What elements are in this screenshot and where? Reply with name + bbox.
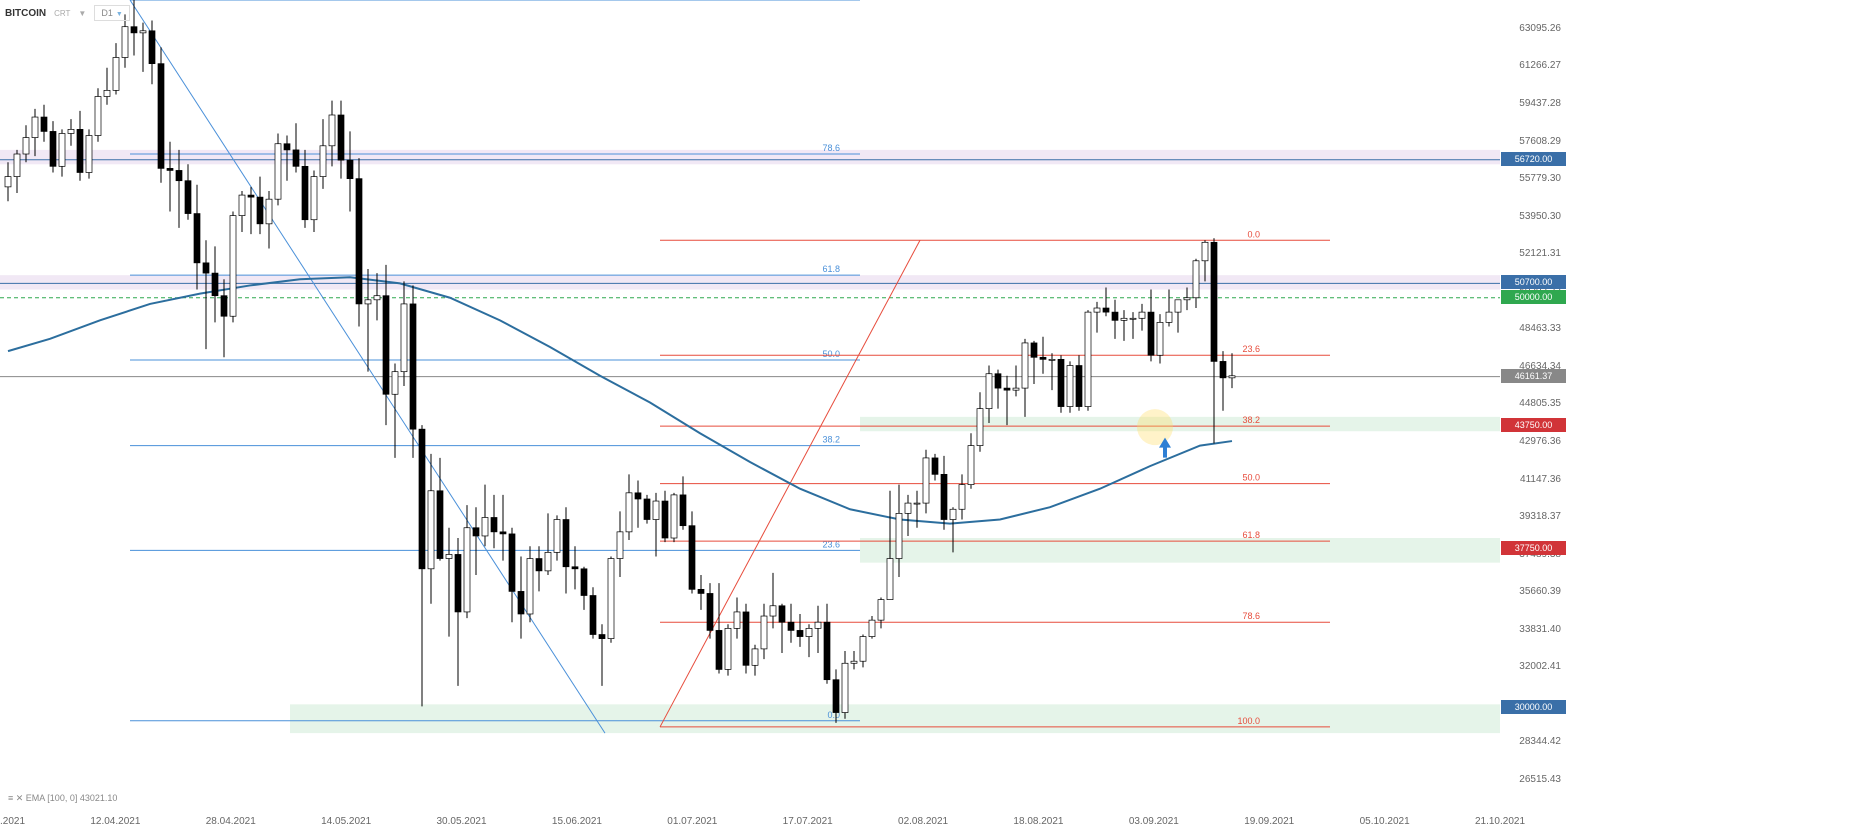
y-axis-label: 44805.35 — [1519, 398, 1561, 409]
y-axis: 63095.26 61266.27 59437.28 57608.29 55779.30… — [1496, 0, 1566, 780]
svg-text:50.0: 50.0 — [1242, 473, 1260, 483]
svg-text:23.6: 23.6 — [1242, 344, 1260, 354]
x-axis-label: 01.07.2021 — [667, 816, 717, 827]
y-axis-label: 26515.43 — [1519, 774, 1561, 785]
x-axis-label: 28.04.2021 — [206, 816, 256, 827]
svg-text:78.6: 78.6 — [822, 143, 840, 153]
timeframe-selector[interactable]: D1 — [94, 5, 129, 21]
symbol-label: BITCOIN — [5, 8, 46, 19]
price-tag: 50000.00 — [1501, 290, 1566, 304]
x-axis-label: 03.09.2021 — [1129, 816, 1179, 827]
svg-text:38.2: 38.2 — [822, 435, 840, 445]
svg-text:78.6: 78.6 — [1242, 611, 1260, 621]
svg-text:100.0: 100.0 — [1237, 716, 1260, 726]
x-axis-label: 14.05.2021 — [321, 816, 371, 827]
y-axis-label: 33831.40 — [1519, 624, 1561, 635]
y-axis-label: 48463.33 — [1519, 323, 1561, 334]
price-tag: 50700.00 — [1501, 275, 1566, 289]
current-price-tag: 46161.37 — [1501, 369, 1566, 383]
svg-text:61.8: 61.8 — [1242, 530, 1260, 540]
chart-svg[interactable]: 100.078.661.850.038.223.60.00.023.638.25… — [0, 0, 1500, 780]
ema-indicator-label: ≡ ✕ EMA [100, 0] 43021.10 — [8, 793, 117, 804]
y-axis-label: 57608.29 — [1519, 136, 1561, 147]
chart-container: BITCOIN CRT ▼ D1 100.0 78.6 61.8 50.0 38.2 23… — [0, 0, 1866, 832]
x-axis-label: 17.07.2021 — [783, 816, 833, 827]
price-tag: 30000.00 — [1501, 700, 1566, 714]
y-axis-label: 63095.26 — [1519, 23, 1561, 34]
x-axis-label: 30.05.2021 — [437, 816, 487, 827]
y-axis-label: 41147.36 — [1520, 474, 1561, 485]
y-axis-label: 42976.36 — [1519, 436, 1561, 447]
y-axis-label: 35660.39 — [1519, 586, 1561, 597]
crt-badge: CRT — [54, 9, 70, 18]
y-axis-label: 53950.30 — [1519, 211, 1561, 222]
y-axis-label: 52121.31 — [1519, 248, 1561, 259]
x-axis-label: 02.08.2021 — [898, 816, 948, 827]
y-axis-label: 28344.42 — [1519, 736, 1561, 747]
chevron-down-icon[interactable]: ▼ — [78, 9, 86, 18]
y-axis-label: 59437.28 — [1519, 98, 1561, 109]
x-axis-label: 18.08.2021 — [1013, 816, 1063, 827]
y-axis-label: 32002.41 — [1519, 661, 1561, 672]
price-tag: 37750.00 — [1501, 541, 1566, 555]
x-axis-label: 19.09.2021 — [1244, 816, 1294, 827]
chart-header: BITCOIN CRT ▼ D1 — [5, 5, 130, 21]
x-axis-label: 05.10.2021 — [1360, 816, 1410, 827]
x-axis: 27.03.2021 12.04.2021 28.04.2021 14.05.2021… — [0, 807, 1500, 832]
y-axis-label: 55779.30 — [1519, 173, 1561, 184]
x-axis-label: 12.04.2021 — [90, 816, 140, 827]
indicator-menu-icon[interactable]: ≡ ✕ — [8, 793, 26, 803]
x-axis-label: 15.06.2021 — [552, 816, 602, 827]
svg-text:0.0: 0.0 — [1247, 229, 1260, 239]
y-axis-label: 39318.37 — [1519, 511, 1561, 522]
svg-text:38.2: 38.2 — [1242, 415, 1260, 425]
svg-text:50.0: 50.0 — [822, 349, 840, 359]
price-tag: 56720.00 — [1501, 152, 1566, 166]
x-axis-label: 21.10.2021 — [1475, 816, 1525, 827]
x-axis-label: 27.03.2021 — [0, 816, 25, 827]
svg-text:61.8: 61.8 — [822, 264, 840, 274]
y-axis-label: 61266.27 — [1519, 60, 1561, 71]
price-tag: 43750.00 — [1501, 418, 1566, 432]
